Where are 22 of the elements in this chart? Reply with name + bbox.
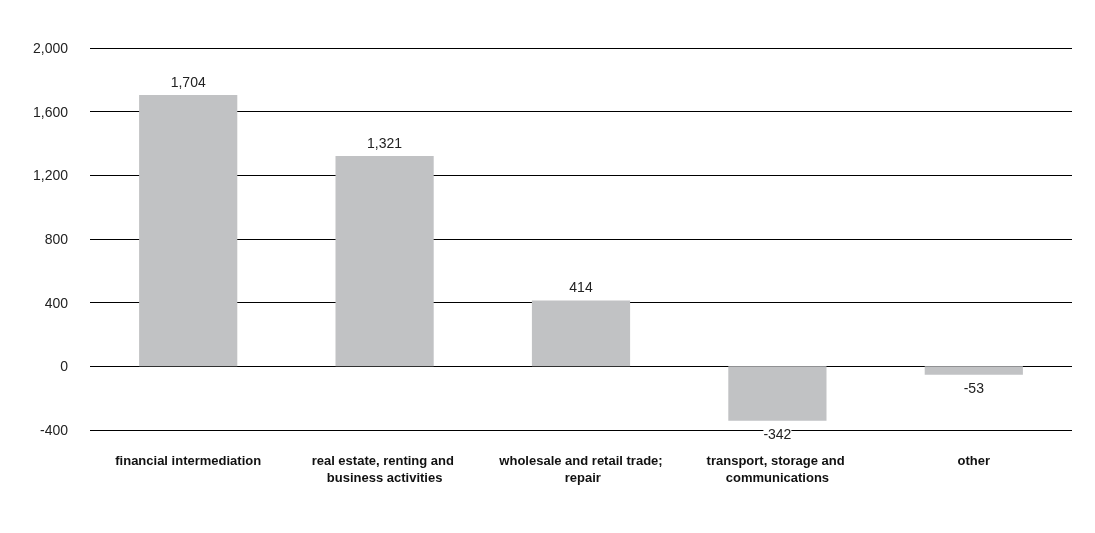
- data-label: 1,704: [170, 74, 206, 91]
- x-tick-label: transport, storage and communications: [706, 453, 849, 485]
- x-tick-label: other: [957, 453, 991, 468]
- y-tick-label: 0: [60, 358, 69, 375]
- bar: [924, 366, 1023, 375]
- x-tick-label: real estate, renting and business activities: [311, 453, 458, 485]
- bar: [728, 366, 827, 421]
- data-label: 414: [569, 279, 593, 296]
- x-tick-label: financial intermediation: [115, 453, 262, 468]
- y-tick-label: 800: [44, 231, 69, 247]
- x-tick-label: wholesale and retail trade; repair: [498, 453, 663, 485]
- data-label: 1,321: [367, 135, 403, 152]
- bar: [335, 156, 434, 367]
- y-tick-label: -400: [39, 422, 69, 438]
- bar: [139, 95, 238, 367]
- data-label: -342: [763, 425, 792, 442]
- y-tick-label: 1,200: [32, 167, 69, 184]
- bar: [531, 300, 631, 367]
- y-tick-label: 2,000: [32, 40, 69, 56]
- y-tick-label: 400: [44, 294, 69, 311]
- y-tick-label: 1,600: [32, 103, 69, 120]
- data-label: -53: [963, 379, 985, 396]
